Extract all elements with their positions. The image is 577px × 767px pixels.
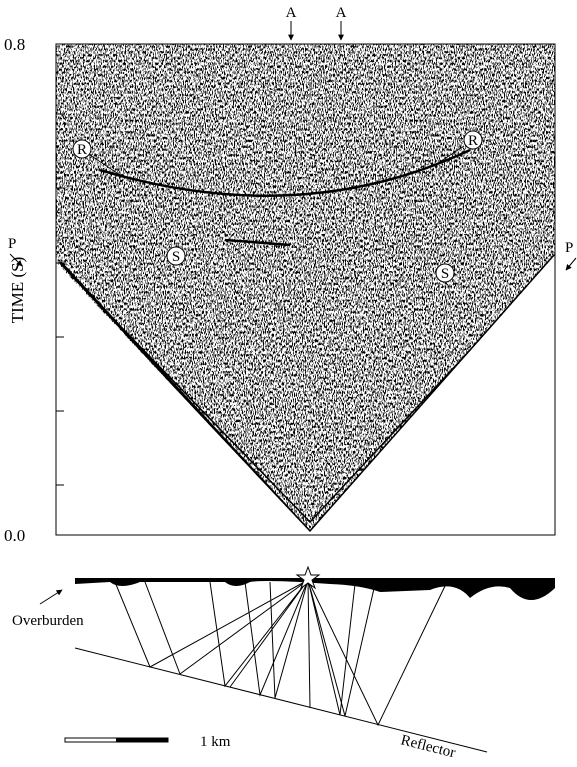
marker-a: A <box>286 5 297 21</box>
marker-a: A <box>336 5 347 21</box>
marker-r: R <box>77 142 87 158</box>
y-top-label: 0.8 <box>4 35 25 54</box>
marker-s: S <box>172 249 180 265</box>
y-bottom-label: 0.0 <box>4 526 25 545</box>
arrow <box>9 253 23 267</box>
y-axis-label: TIME (S) <box>8 257 27 324</box>
circled-markers <box>72 130 483 283</box>
marker-p: P <box>8 236 16 252</box>
arrow <box>565 257 577 271</box>
marker-p: P <box>565 240 573 256</box>
marker-s: S <box>441 266 449 282</box>
y-ticks <box>56 113 64 486</box>
marker-r: R <box>468 133 478 149</box>
overburden-label: Overburden <box>12 613 84 629</box>
scale-label: 1 km <box>200 734 231 750</box>
ray-diagram <box>39 565 555 753</box>
